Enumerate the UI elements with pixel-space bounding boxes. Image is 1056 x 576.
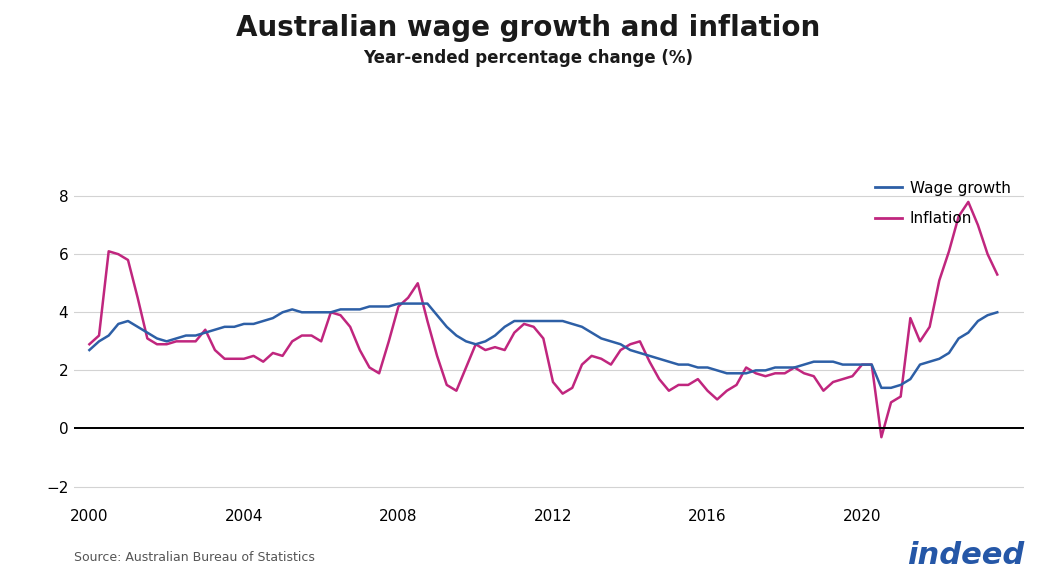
Text: Australian wage growth and inflation: Australian wage growth and inflation — [235, 14, 821, 43]
Legend: Wage growth, Inflation: Wage growth, Inflation — [868, 175, 1017, 232]
Text: indeed: indeed — [907, 541, 1024, 570]
Text: Source: Australian Bureau of Statistics: Source: Australian Bureau of Statistics — [74, 551, 315, 564]
Text: Year-ended percentage change (%): Year-ended percentage change (%) — [363, 49, 693, 67]
